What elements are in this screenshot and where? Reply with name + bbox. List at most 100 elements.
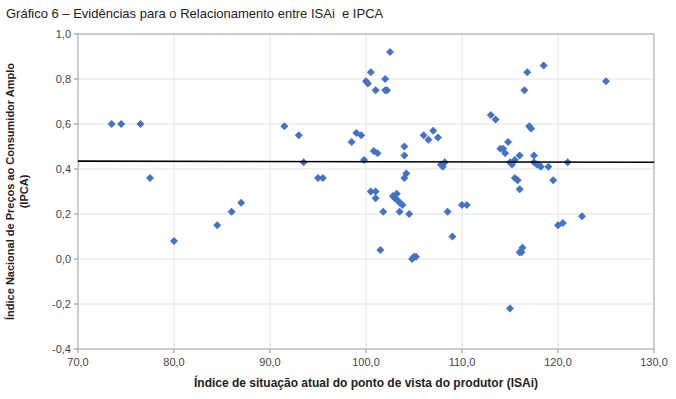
grid <box>78 34 654 349</box>
x-grid-line <box>558 34 559 349</box>
scatter-point <box>348 138 356 146</box>
y-grid-line <box>78 259 654 260</box>
scatter-point <box>424 136 432 144</box>
x-tick <box>174 349 175 353</box>
scatter-point <box>367 68 375 76</box>
scatter-point <box>381 75 389 83</box>
scatter-point <box>117 120 125 128</box>
scatter-point <box>434 134 442 142</box>
x-tick-label: 130,0 <box>640 356 668 368</box>
scatter-point <box>383 86 391 94</box>
title: Gráfico 6 – Evidências para o Relacionam… <box>6 6 384 21</box>
y-tick <box>74 259 78 260</box>
y-tick <box>74 304 78 305</box>
scatter-point <box>501 149 509 157</box>
scatter-point <box>213 221 221 229</box>
x-tick-label: 110,0 <box>449 356 476 368</box>
scatter-point <box>146 174 154 182</box>
x-tick <box>558 349 559 353</box>
scatter-point <box>396 208 404 216</box>
plot-data <box>78 48 654 313</box>
scatter-point <box>429 127 437 135</box>
y-grid-line <box>78 169 654 170</box>
scatter-point <box>372 86 380 94</box>
scatter-point <box>516 152 524 160</box>
scatter-point <box>295 131 303 139</box>
x-axis-label: Índice de situação atual do ponto de vis… <box>194 375 538 390</box>
scatter-point <box>549 176 557 184</box>
x-grid-line <box>462 34 463 349</box>
y-grid-line <box>78 124 654 125</box>
scatter-point <box>602 77 610 85</box>
y-tick-label: 0,8 <box>56 73 71 85</box>
y-tick-label: 0,4 <box>56 163 71 175</box>
axes: 70,080,090,0100,0110,0120,0130,0-0,4-0,2… <box>52 28 668 368</box>
scatter-point <box>372 194 380 202</box>
scatter-point <box>376 246 384 254</box>
scatter-point <box>516 248 524 256</box>
y-tick <box>74 124 78 125</box>
scatter-point <box>520 86 528 94</box>
scatter-point <box>400 143 408 151</box>
x-tick-label: 100,0 <box>352 356 380 368</box>
scatter-point <box>280 122 288 130</box>
scatter-point <box>405 210 413 218</box>
y-tick <box>74 349 78 350</box>
scatter-point <box>544 163 552 171</box>
y-grid-line <box>78 214 654 215</box>
chart: Gráfico 6 – Evidências para o Relacionam… <box>0 0 676 399</box>
y-tick-label: 1,0 <box>56 28 71 40</box>
y-tick-label: 0,0 <box>56 253 71 265</box>
scatter-point <box>527 125 535 133</box>
scatter-point <box>402 170 410 178</box>
x-tick-label: 120,0 <box>544 356 572 368</box>
scatter-point <box>448 233 456 241</box>
scatter-point <box>360 156 368 164</box>
scatter-point <box>364 80 372 88</box>
plot-frame <box>78 34 654 349</box>
x-tick <box>654 349 655 353</box>
scatter-point <box>393 190 401 198</box>
x-tick <box>366 349 367 353</box>
x-tick <box>462 349 463 353</box>
scatter-point <box>516 185 524 193</box>
scatter-point <box>237 199 245 207</box>
scatter-point <box>400 152 408 160</box>
scatter-point <box>463 201 471 209</box>
scatter-point <box>357 131 365 139</box>
y-grid-line <box>78 304 654 305</box>
scatter-point <box>559 219 567 227</box>
scatter-point <box>412 253 420 261</box>
x-grid-line <box>270 34 271 349</box>
y-tick-label: -0,4 <box>52 343 71 355</box>
y-tick <box>74 34 78 35</box>
scatter-point <box>444 208 452 216</box>
x-tick-label: 80,0 <box>163 356 184 368</box>
scatter-point <box>492 116 500 124</box>
scatter-point <box>379 208 387 216</box>
scatter-point <box>170 237 178 245</box>
x-tick-label: 70,0 <box>67 356 88 368</box>
scatter-point <box>504 138 512 146</box>
scatter-point <box>319 174 327 182</box>
scatter-point <box>537 163 545 171</box>
y-axis-label: Índice Nacional de Preços ao Consumidor … <box>4 63 30 320</box>
y-tick <box>74 79 78 80</box>
x-tick <box>78 349 79 353</box>
y-tick <box>74 169 78 170</box>
y-tick-label: -0,2 <box>52 298 71 310</box>
y-tick-label: 0,6 <box>56 118 71 130</box>
scatter-point <box>578 212 586 220</box>
scatter-point <box>108 120 116 128</box>
line <box>78 161 654 162</box>
scatter-point <box>386 48 394 56</box>
scatter-point <box>398 201 406 209</box>
scatter-point <box>506 305 514 313</box>
scatter-point <box>228 208 236 216</box>
x-tick <box>270 349 271 353</box>
scatter-point <box>540 62 548 70</box>
scatter-point <box>374 149 382 157</box>
y-tick <box>74 214 78 215</box>
y-tick-label: 0,2 <box>56 208 71 220</box>
y-axis-label-line: (IPCA) <box>18 174 30 208</box>
